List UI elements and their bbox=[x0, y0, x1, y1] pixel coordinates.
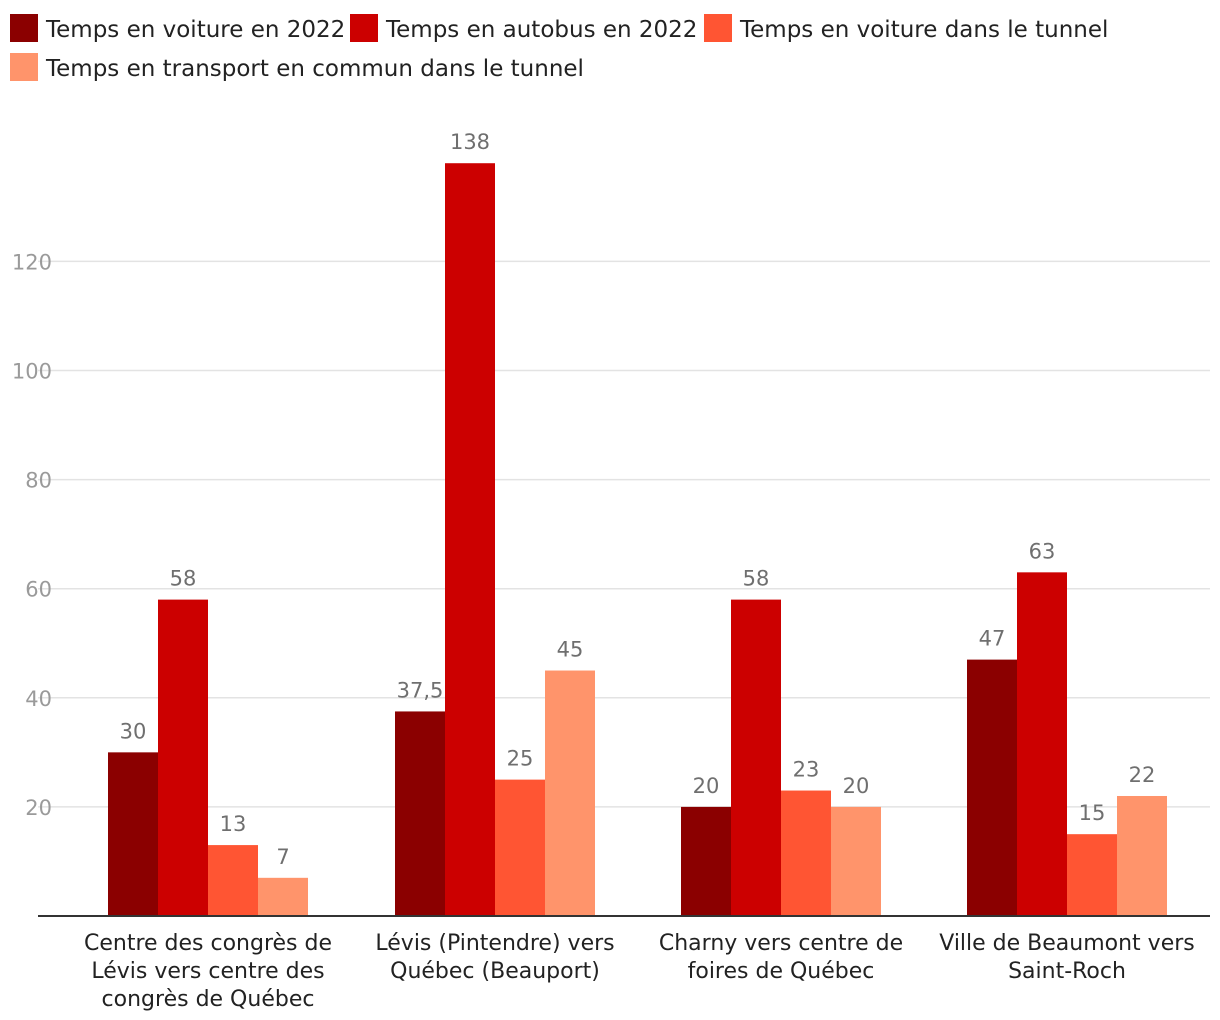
value-label-group2-series1: 37,5 bbox=[397, 678, 444, 702]
value-label-group1-series4: 7 bbox=[276, 845, 289, 869]
value-label-group3-series4: 20 bbox=[843, 774, 870, 798]
bar-group4-series1 bbox=[967, 659, 1017, 916]
value-label-group1-series3: 13 bbox=[220, 812, 247, 836]
y-axis-ticks: 20 40 60 80 100 120 bbox=[12, 250, 52, 820]
bars bbox=[108, 163, 1167, 916]
value-label-group4-series3: 15 bbox=[1079, 801, 1106, 825]
legend-swatch-2 bbox=[350, 14, 378, 42]
legend: Temps en voiture en 2022 Temps en autobus… bbox=[10, 14, 1108, 82]
bar-group2-series1 bbox=[395, 711, 445, 916]
legend-label-4: Temps en transport en commun dans le tun… bbox=[45, 56, 584, 82]
category-label-2: Québec (Beauport) bbox=[390, 959, 600, 984]
category-label-3: foires de Québec bbox=[688, 959, 875, 984]
legend-swatch-3 bbox=[704, 14, 732, 42]
value-label-group4-series4: 22 bbox=[1129, 763, 1156, 787]
legend-swatch-4 bbox=[10, 53, 38, 81]
value-label-group4-series1: 47 bbox=[979, 627, 1006, 651]
value-label-group4-series2: 63 bbox=[1029, 539, 1056, 563]
legend-label-2: Temps en autobus en 2022 bbox=[385, 17, 697, 43]
category-label-1: Lévis vers centre des bbox=[91, 959, 324, 984]
y-tick-label: 120 bbox=[12, 250, 52, 274]
bar-group4-series4 bbox=[1117, 795, 1167, 916]
y-tick-label: 100 bbox=[12, 360, 52, 384]
value-label-group3-series3: 23 bbox=[793, 758, 820, 782]
bar-group1-series4 bbox=[258, 877, 308, 916]
category-label-1: Centre des congrès de bbox=[84, 931, 332, 956]
bar-group3-series4 bbox=[831, 806, 881, 916]
value-label-group2-series2: 138 bbox=[450, 130, 490, 154]
bar-group1-series3 bbox=[208, 845, 258, 916]
value-label-group1-series2: 58 bbox=[170, 567, 197, 591]
bar-group4-series3 bbox=[1067, 834, 1117, 916]
legend-label-1: Temps en voiture en 2022 bbox=[45, 17, 345, 43]
value-label-group2-series3: 25 bbox=[507, 747, 534, 771]
bar-group1-series1 bbox=[108, 752, 158, 916]
y-tick-label: 40 bbox=[25, 687, 52, 711]
y-tick-label: 60 bbox=[25, 578, 52, 602]
category-label-4: Ville de Beaumont vers bbox=[939, 931, 1195, 956]
value-label-group2-series4: 45 bbox=[557, 638, 584, 662]
bar-group3-series1 bbox=[681, 806, 731, 916]
bar-group1-series2 bbox=[158, 599, 208, 916]
bar-group4-series2 bbox=[1017, 572, 1067, 916]
value-label-group3-series2: 58 bbox=[743, 567, 770, 591]
category-label-3: Charny vers centre de bbox=[659, 931, 903, 956]
value-label-group1-series1: 30 bbox=[120, 719, 147, 743]
legend-swatch-1 bbox=[10, 14, 38, 42]
bar-group2-series3 bbox=[495, 779, 545, 916]
bar-group2-series4 bbox=[545, 670, 595, 916]
x-axis-labels: Centre des congrès de Lévis vers centre d… bbox=[84, 931, 1195, 1012]
category-label-1: congrès de Québec bbox=[102, 987, 315, 1012]
bar-group2-series2 bbox=[445, 163, 495, 916]
bar-group3-series3 bbox=[781, 790, 831, 916]
bar-group3-series2 bbox=[731, 599, 781, 916]
y-tick-label: 80 bbox=[25, 469, 52, 493]
category-label-2: Lévis (Pintendre) vers bbox=[375, 931, 614, 956]
y-tick-label: 20 bbox=[25, 796, 52, 820]
value-labels: 30 58 13 7 37,5 138 25 45 20 58 23 20 47 63 15 22 bbox=[120, 130, 1156, 869]
legend-label-3: Temps en voiture dans le tunnel bbox=[739, 17, 1108, 43]
category-label-4: Saint-Roch bbox=[1008, 959, 1126, 984]
value-label-group3-series1: 20 bbox=[693, 774, 720, 798]
